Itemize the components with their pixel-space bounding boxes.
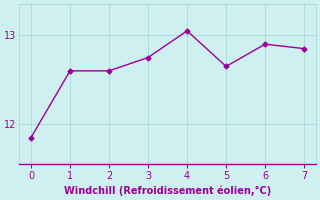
X-axis label: Windchill (Refroidissement éolien,°C): Windchill (Refroidissement éolien,°C) — [64, 185, 271, 196]
